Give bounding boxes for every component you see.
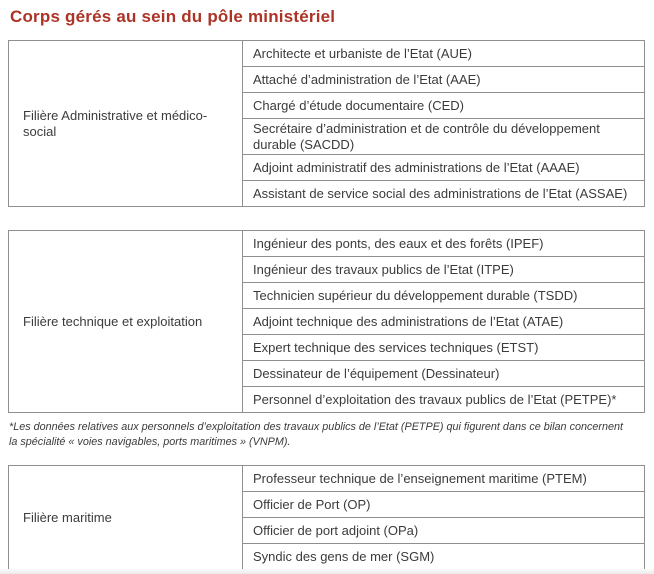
corps-cell: Technicien supérieur du développement du… [242,282,645,309]
table-row: Adjoint administratif des administration… [9,154,645,181]
corps-cell: Dessinateur de l’équipement (Dessinateur… [242,360,645,387]
corps-cell: Chargé d’étude documentaire (CED) [242,92,645,119]
window-bottom-edge [0,569,654,574]
table-row: Personnel d’exploitation des travaux pub… [9,386,645,413]
table-row: Technicien supérieur du développement du… [9,282,645,309]
table-row: Adjoint technique des administrations de… [9,308,645,335]
table-row: Filière technique et exploitation Ingéni… [8,230,645,413]
corps-cell: Personnel d’exploitation des travaux pub… [242,386,645,413]
category-cell: Filière Administrative et médico-social [8,40,243,207]
table-row: Attaché d’administration de l’Etat (AAE) [9,66,645,93]
corps-cell: Ingénieur des ponts, des eaux et des for… [242,230,645,257]
corps-cell: Adjoint technique des administrations de… [242,308,645,335]
table-filiere-maritime: Filière maritime Professeur technique de… [8,465,645,570]
document-page: Corps gérés au sein du pôle ministériel … [0,7,654,574]
corps-cell: Attaché d’administration de l’Etat (AAE) [242,66,645,93]
table-row: Assistant de service social des administ… [9,180,645,207]
corps-cell: Professeur technique de l’enseignement m… [242,465,645,492]
table-row: Chargé d’étude documentaire (CED) [9,92,645,119]
corps-cell: Officier de Port (OP) [242,491,645,518]
category-cell: Filière technique et exploitation [8,230,243,413]
category-cell: Filière maritime [8,465,243,570]
table-row: Syndic des gens de mer (SGM) [9,543,645,570]
corps-cell: Architecte et urbaniste de l’Etat (AUE) [242,40,645,67]
table-row: Filière Administrative et médico-social … [8,40,645,207]
table-row: Filière maritime Professeur technique de… [8,465,645,570]
corps-cell: Secrétaire d’administration et de contrô… [242,118,645,155]
corps-cell: Ingénieur des travaux publics de l’Etat … [242,256,645,283]
corps-cell: Officier de port adjoint (OPa) [242,517,645,544]
corps-cell: Adjoint administratif des administration… [242,154,645,181]
page-title: Corps gérés au sein du pôle ministériel [10,7,336,26]
table-filiere-administrative: Filière Administrative et médico-social … [8,40,645,207]
table-row: Dessinateur de l’équipement (Dessinateur… [9,360,645,387]
table-row: Officier de Port (OP) [9,491,645,518]
corps-cell: Expert technique des services techniques… [242,334,645,361]
corps-cell: Assistant de service social des administ… [242,180,645,207]
footnote-petpe: *Les données relatives aux personnels d’… [9,421,623,448]
table-filiere-technique: Filière technique et exploitation Ingéni… [8,230,645,413]
corps-cell: Syndic des gens de mer (SGM) [242,543,645,570]
